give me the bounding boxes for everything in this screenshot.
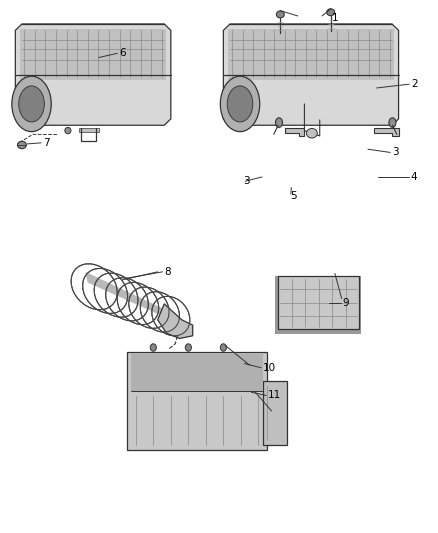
Ellipse shape — [389, 118, 396, 127]
Text: 7: 7 — [43, 138, 49, 148]
Ellipse shape — [18, 141, 26, 149]
Polygon shape — [79, 128, 99, 132]
Ellipse shape — [220, 76, 260, 132]
Ellipse shape — [150, 344, 156, 351]
Polygon shape — [20, 29, 166, 79]
Polygon shape — [127, 352, 267, 450]
Ellipse shape — [227, 86, 253, 122]
Polygon shape — [15, 24, 171, 125]
Text: 5: 5 — [290, 191, 297, 201]
Text: 1: 1 — [332, 13, 339, 23]
Ellipse shape — [185, 344, 191, 351]
Ellipse shape — [276, 11, 284, 18]
Text: 10: 10 — [263, 363, 276, 373]
Polygon shape — [85, 272, 171, 320]
Polygon shape — [228, 29, 394, 79]
Polygon shape — [158, 304, 193, 338]
Ellipse shape — [19, 86, 44, 122]
Text: 9: 9 — [343, 298, 349, 308]
Text: 11: 11 — [268, 391, 281, 400]
Polygon shape — [285, 128, 304, 136]
Polygon shape — [223, 24, 399, 125]
Ellipse shape — [276, 118, 283, 127]
Text: 8: 8 — [164, 267, 171, 277]
Text: 6: 6 — [119, 49, 126, 58]
Text: 3: 3 — [392, 148, 399, 157]
Ellipse shape — [65, 127, 71, 134]
Polygon shape — [374, 128, 399, 136]
Ellipse shape — [12, 76, 51, 132]
Ellipse shape — [327, 9, 335, 15]
Text: 3: 3 — [243, 176, 250, 186]
Text: 2: 2 — [411, 79, 417, 89]
Ellipse shape — [220, 344, 226, 351]
Text: 4: 4 — [411, 172, 417, 182]
Polygon shape — [275, 276, 361, 334]
Polygon shape — [131, 354, 263, 391]
Ellipse shape — [306, 128, 317, 138]
Polygon shape — [263, 382, 287, 445]
Polygon shape — [278, 276, 359, 329]
